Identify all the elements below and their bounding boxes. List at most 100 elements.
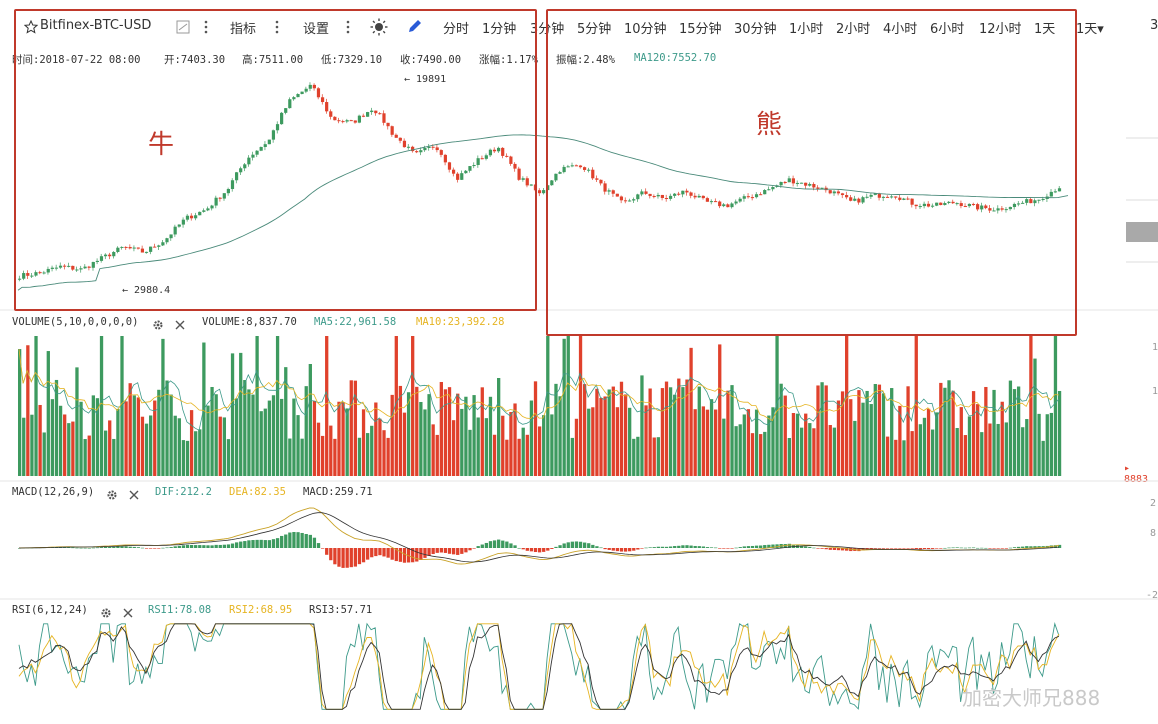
macd-bar <box>636 548 640 550</box>
settings-button[interactable]: 设置 <box>303 22 330 37</box>
low-price-label: ← 2980.4 <box>122 285 170 296</box>
volume-chart[interactable] <box>0 312 1158 482</box>
candle-body <box>656 194 660 197</box>
macd-bar <box>930 548 935 549</box>
candle-body <box>480 158 484 160</box>
interval-1h[interactable]: 1小时 <box>789 22 824 37</box>
interval-12h[interactable]: 12小时 <box>979 22 1022 37</box>
candle-body <box>394 134 398 138</box>
candle-body <box>1049 191 1053 197</box>
draw-pencil-icon[interactable] <box>407 18 423 38</box>
macd-bar <box>112 546 116 548</box>
macd-bar <box>681 545 685 548</box>
gear-icon[interactable] <box>106 486 118 500</box>
macd-bar <box>644 547 648 549</box>
interval-more-dropdown[interactable]: 1天▾ <box>1076 22 1104 37</box>
candle-body <box>1041 198 1045 200</box>
macd-bar <box>808 546 812 548</box>
volume-bar <box>30 414 34 476</box>
candle-body <box>292 97 296 100</box>
theme-sun-icon[interactable] <box>370 18 388 40</box>
candle-body <box>529 184 533 186</box>
volume-bar <box>222 417 226 476</box>
close-icon[interactable] <box>128 486 140 500</box>
candle-body <box>406 146 411 148</box>
volume-bar <box>808 423 812 476</box>
interval-6h[interactable]: 6小时 <box>930 22 965 37</box>
gear-icon[interactable] <box>152 316 164 330</box>
candle-body <box>1016 203 1021 205</box>
macd-bar <box>619 548 624 552</box>
volume-bar <box>562 338 566 476</box>
macd-bar <box>308 534 312 548</box>
rsi-chart[interactable] <box>0 614 1158 724</box>
macd-dif-line <box>18 507 1059 565</box>
interval-2h[interactable]: 2小时 <box>836 22 871 37</box>
candle-body <box>333 116 337 121</box>
volume-bar <box>619 381 624 476</box>
candle-body <box>329 111 333 117</box>
volume-bar <box>247 389 251 476</box>
candle-body <box>169 234 173 239</box>
star-icon[interactable] <box>23 19 39 38</box>
volume-bar <box>1012 389 1017 476</box>
volume-bar <box>689 347 693 476</box>
volume-bar <box>636 436 640 476</box>
more-dots-icon[interactable] <box>346 19 350 38</box>
macd-chart[interactable] <box>0 482 1158 600</box>
candle-body <box>525 178 529 186</box>
close-icon[interactable] <box>174 316 186 330</box>
macd-bar <box>668 546 673 548</box>
compare-icon[interactable] <box>176 19 190 38</box>
close-icon[interactable] <box>122 604 134 618</box>
interval-4h[interactable]: 4小时 <box>883 22 918 37</box>
interval-1m[interactable]: 1分钟 <box>482 22 517 37</box>
candle-body <box>296 94 300 98</box>
macd-bar <box>1012 547 1017 548</box>
candle-body <box>894 196 898 198</box>
volume-bar <box>652 437 656 476</box>
candle-body <box>230 180 235 189</box>
volume-bar <box>230 353 235 476</box>
more-dots-icon[interactable] <box>204 19 208 38</box>
macd-bar <box>464 548 468 553</box>
candle-body <box>963 206 967 208</box>
interval-15m[interactable]: 15分钟 <box>679 22 722 37</box>
interval-timeshare[interactable]: 分时 <box>443 22 470 37</box>
volume-bar <box>71 421 75 476</box>
macd-bar <box>304 534 308 548</box>
volume-bar <box>709 399 714 476</box>
gear-icon[interactable] <box>100 604 112 618</box>
volume-bar <box>930 429 935 476</box>
macd-bar <box>116 546 120 548</box>
macd-bar <box>366 548 370 560</box>
macd-bar <box>652 547 656 548</box>
more-dots-icon[interactable] <box>275 19 279 38</box>
macd-bar <box>1000 548 1004 549</box>
interval-10m[interactable]: 10分钟 <box>624 22 667 37</box>
candle-body <box>857 198 861 203</box>
interval-1d[interactable]: 1天 <box>1034 22 1056 37</box>
price-chart[interactable]: ← 19891 ← 2980.4 <box>0 0 1158 316</box>
candle-body <box>443 154 447 163</box>
macd-bar <box>673 546 677 548</box>
volume-bar <box>517 438 521 476</box>
volume-bar <box>79 401 83 476</box>
macd-bar <box>554 546 558 548</box>
interval-30m[interactable]: 30分钟 <box>734 22 777 37</box>
interval-5m[interactable]: 5分钟 <box>577 22 612 37</box>
candle-body <box>709 201 714 203</box>
candle-body <box>673 193 677 196</box>
macd-bar <box>521 548 525 550</box>
volume-bar <box>505 439 509 476</box>
indicators-button[interactable]: 指标 <box>230 22 257 37</box>
candle-body <box>648 193 652 197</box>
macd-bar <box>832 548 837 550</box>
candle-body <box>320 97 325 103</box>
macd-bar <box>632 548 636 551</box>
macd-bar <box>443 548 448 553</box>
candle-body <box>288 99 292 109</box>
macd-bar <box>476 546 480 548</box>
info-open: 开:7403.30 <box>164 54 226 66</box>
candle-body <box>910 198 914 205</box>
